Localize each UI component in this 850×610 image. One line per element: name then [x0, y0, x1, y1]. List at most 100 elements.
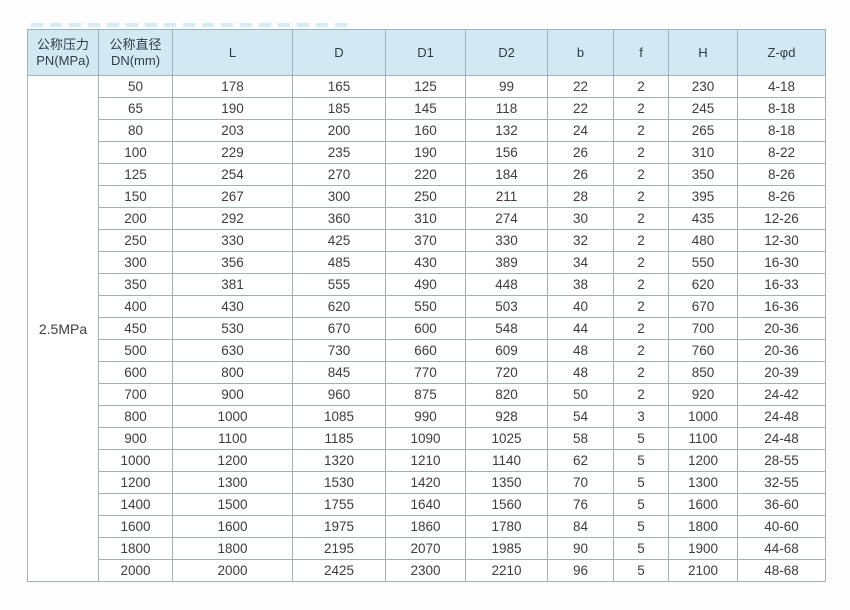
- cell: 145: [385, 97, 466, 120]
- cell: 12-26: [737, 207, 826, 230]
- cell: 245: [668, 97, 738, 120]
- cell: 670: [668, 295, 738, 318]
- cell: 20-39: [737, 361, 826, 384]
- cell: 1755: [292, 493, 386, 516]
- column-header-text: f: [639, 44, 643, 60]
- cell: 800: [172, 361, 293, 384]
- cell: 485: [292, 251, 386, 274]
- cell: 2: [613, 207, 669, 230]
- column-header-z: Z-φd: [737, 29, 826, 76]
- cell: 2: [613, 75, 669, 98]
- cell: 184: [465, 163, 548, 186]
- table-row: 450 530 670 600 548 44 2 700 20-36: [28, 317, 826, 340]
- cell: 1200: [98, 471, 173, 494]
- cell: 1985: [465, 537, 548, 560]
- cell: 1530: [292, 471, 386, 494]
- cell: 235: [292, 141, 386, 164]
- column-header-l: L: [172, 29, 293, 76]
- table-row: 200 292 360 310 274 30 2 435 12-26: [28, 207, 826, 230]
- cell: 990: [385, 405, 466, 428]
- cell: 20-36: [737, 339, 826, 362]
- cell: 1210: [385, 449, 466, 472]
- column-header-text: H: [698, 44, 708, 60]
- cell: 8-22: [737, 141, 826, 164]
- cell: 48: [547, 339, 614, 362]
- cell: 630: [172, 339, 293, 362]
- cell: 500: [98, 339, 173, 362]
- cell: 265: [668, 119, 738, 142]
- cell: 48-68: [737, 559, 826, 582]
- column-header-text: D2: [498, 44, 515, 60]
- cell: 267: [172, 185, 293, 208]
- table-row: 125 254 270 220 184 26 2 350 8-26: [28, 163, 826, 186]
- cell: 274: [465, 207, 548, 230]
- decorative-dashed-line: [31, 23, 353, 27]
- cell: 430: [385, 251, 466, 274]
- cell: 720: [465, 361, 548, 384]
- table-row: 1000 1200 1320 1210 1140 62 5 1200 28-55: [28, 449, 826, 472]
- table-row: 65 190 185 145 118 22 2 245 8-18: [28, 97, 826, 120]
- cell: 76: [547, 493, 614, 516]
- cell: 1100: [668, 427, 738, 450]
- table-row: 500 630 730 660 609 48 2 760 20-36: [28, 339, 826, 362]
- cell: 1400: [98, 493, 173, 516]
- cell: 448: [465, 273, 548, 296]
- column-header-pn: 公称压力 PN(MPa): [27, 29, 99, 76]
- cell: 2100: [668, 559, 738, 582]
- cell: 490: [385, 273, 466, 296]
- cell: 160: [385, 119, 466, 142]
- table-header: 公称压力 PN(MPa) 公称直径 DN(mm) L D D1 D2 b f H Z-φd: [27, 29, 826, 76]
- cell: 1085: [292, 405, 386, 428]
- cell: 28: [547, 185, 614, 208]
- cell: 435: [668, 207, 738, 230]
- cell: 26: [547, 163, 614, 186]
- cell: 1185: [292, 427, 386, 450]
- cell: 40-60: [737, 515, 826, 538]
- cell: 1000: [668, 405, 738, 428]
- cell: 620: [668, 273, 738, 296]
- cell: 900: [172, 383, 293, 406]
- cell: 2070: [385, 537, 466, 560]
- cell: 800: [98, 405, 173, 428]
- cell: 32-55: [737, 471, 826, 494]
- cell: 26: [547, 141, 614, 164]
- cell: 5: [613, 537, 669, 560]
- cell: 2: [613, 251, 669, 274]
- cell: 370: [385, 229, 466, 252]
- cell: 24: [547, 119, 614, 142]
- column-header-h: H: [668, 29, 738, 76]
- cell: 620: [292, 295, 386, 318]
- column-header-b: b: [547, 29, 614, 76]
- table-row: 1200 1300 1530 1420 1350 70 5 1300 32-55: [28, 471, 826, 494]
- cell: 530: [172, 317, 293, 340]
- cell: 450: [98, 317, 173, 340]
- cell: 1025: [465, 427, 548, 450]
- cell: 16-33: [737, 273, 826, 296]
- column-header-f: f: [613, 29, 669, 76]
- cell: 96: [547, 559, 614, 582]
- column-header-text: L: [228, 44, 237, 60]
- cell: 845: [292, 361, 386, 384]
- column-header-dn: 公称直径 DN(mm): [98, 29, 173, 76]
- cell: 1200: [668, 449, 738, 472]
- table-row: 350 381 555 490 448 38 2 620 16-33: [28, 273, 826, 296]
- cell: 2000: [98, 559, 173, 582]
- cell: 330: [465, 229, 548, 252]
- table-row: 300 356 485 430 389 34 2 550 16-30: [28, 251, 826, 274]
- cell: 8-18: [737, 97, 826, 120]
- cell: 48: [547, 361, 614, 384]
- cell: 30: [547, 207, 614, 230]
- cell: 480: [668, 229, 738, 252]
- cell: 360: [292, 207, 386, 230]
- cell: 389: [465, 251, 548, 274]
- cell: 70: [547, 471, 614, 494]
- cell: 2: [613, 163, 669, 186]
- cell: 1600: [98, 515, 173, 538]
- cell: 100: [98, 141, 173, 164]
- cell: 44-68: [737, 537, 826, 560]
- cell: 700: [668, 317, 738, 340]
- cell: 185: [292, 97, 386, 120]
- cell: 2: [613, 273, 669, 296]
- cell: 229: [172, 141, 293, 164]
